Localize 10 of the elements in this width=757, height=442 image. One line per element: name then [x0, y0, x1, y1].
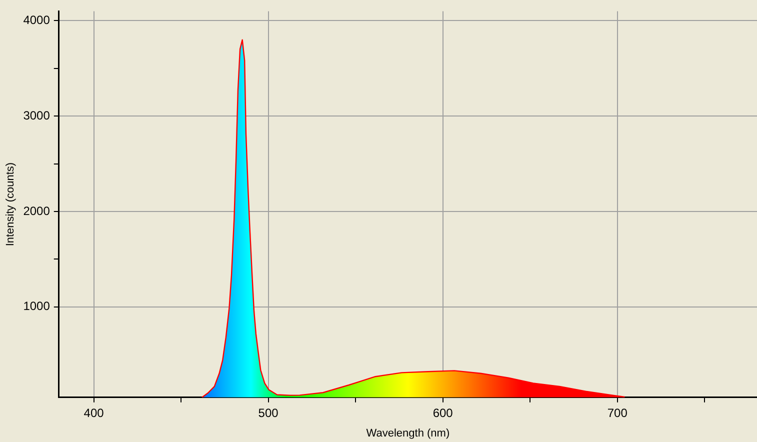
y-tick-label: 1000: [23, 299, 50, 314]
y-tick-label: 3000: [23, 108, 50, 122]
y-axis-title: Intensity (counts): [4, 162, 17, 246]
x-axis-title: Wavelength (nm): [366, 427, 450, 440]
y-tick-label: 2000: [23, 204, 50, 218]
y-tick-label: 4000: [23, 13, 50, 28]
x-tick-label: 500: [258, 406, 279, 420]
x-tick-label: 400: [84, 406, 104, 420]
x-tick-label: 600: [432, 406, 454, 420]
x-tick-label: 700: [607, 406, 628, 420]
